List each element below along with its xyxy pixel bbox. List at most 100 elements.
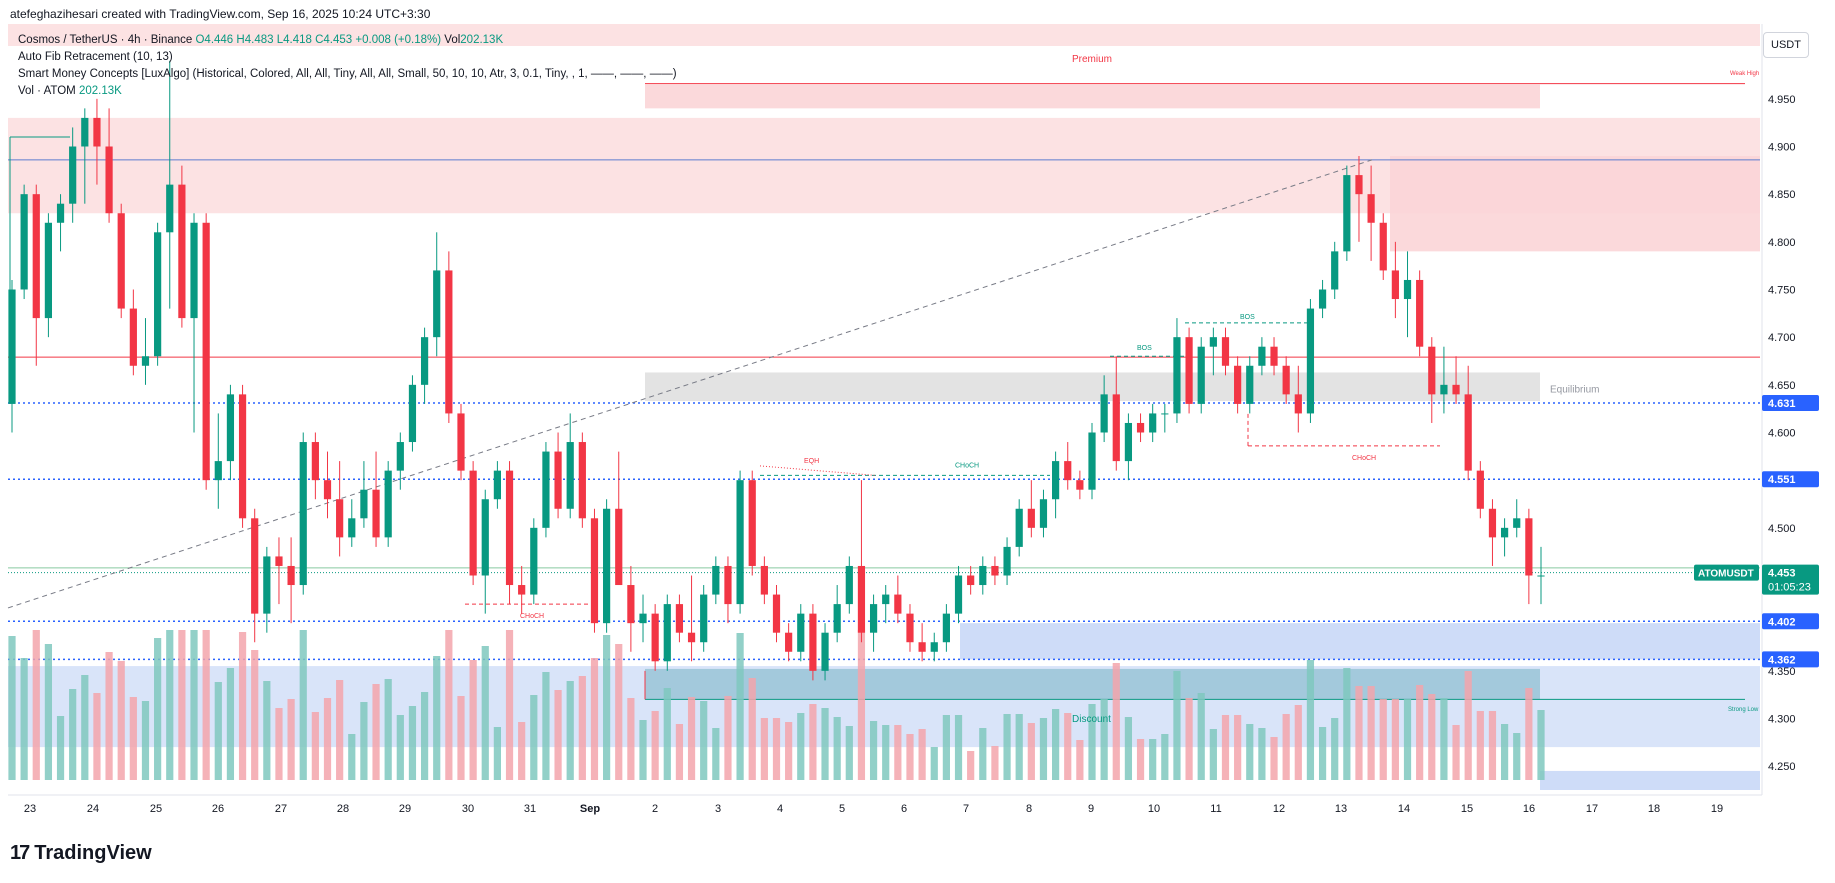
x-tick-8: 31 [524,803,536,815]
volume-bar-111 [1355,686,1363,780]
candle-body-47 [578,442,586,519]
volume-bar-98 [1197,693,1205,780]
candle-body-19 [238,394,247,519]
volume-bar-31 [384,679,392,780]
indicator-volume[interactable]: Vol · ATOM 202.13K [18,85,122,97]
x-tick-5: 28 [337,803,349,815]
symbol-name[interactable]: Cosmos / TetherUS · 4h · Binance [18,34,193,46]
volume-bar-76 [930,747,938,780]
volume-bar-119 [1452,725,1460,780]
volume-bar-107 [1306,660,1315,780]
candle-body-24 [299,442,307,586]
candle-body-38 [469,470,477,576]
volume-bar-55 [675,724,684,780]
volume-bar-94 [1149,739,1157,780]
y-tick-1: 4.900 [1768,142,1796,154]
strong-low-label: Strong Low [1728,707,1759,713]
candle-body-120 [1464,394,1472,471]
indicator-fib[interactable]: Auto Fib Retracement (10, 13) [18,51,173,63]
premium-zone [8,24,1760,46]
candle-body-89 [1088,432,1096,490]
candle-body-25 [311,442,319,481]
candle-body-30 [372,489,380,538]
volume-bar-66 [809,704,817,780]
choch-label-down: CHoCH [1352,455,1376,462]
volume-bar-2 [32,630,40,780]
x-tick-6: 29 [399,803,411,815]
price-label-2: 4.402 [1768,616,1796,628]
volume-bar-16 [202,630,210,780]
x-tick-25: 17 [1586,803,1598,815]
candle-body-73 [894,594,902,614]
candle-body-53 [651,613,659,662]
candle-body-117 [1428,346,1436,395]
x-tick-27: 19 [1711,803,1723,815]
candle-body-9 [117,213,125,309]
candle-body-4 [56,203,65,223]
candle-body-109 [1331,251,1339,290]
candle-body-49 [603,508,611,624]
volume-indicator-value: 202.13K [78,85,122,97]
volume-bar-82 [1003,714,1011,780]
volume-bar-65 [797,713,805,780]
volume-indicator-label: Vol · ATOM [18,85,76,97]
x-tick-7: 30 [462,803,474,815]
candle-body-108 [1318,289,1327,309]
candle-body-74 [906,613,914,643]
volume-bar-7 [93,693,101,780]
volume-bar-24 [299,630,307,780]
y-tick-12: 4.350 [1768,666,1796,678]
volume-bar-70 [857,630,866,780]
high-value: H4.483 [236,34,274,46]
volume-bar-96 [1173,671,1181,780]
volume-bar-0 [8,636,16,780]
volume-bar-11 [141,701,150,780]
currency-unit-button[interactable]: USDT [1763,32,1809,58]
volume-bar-33 [408,706,417,780]
volume-bar-59 [724,696,732,780]
y-tick-4: 4.750 [1768,285,1796,297]
candle-body-66 [809,613,817,671]
volume-bar-122 [1488,711,1497,780]
candle-body-57 [700,594,708,643]
x-tick-1: 24 [87,803,99,815]
x-tick-4: 27 [275,803,287,815]
volume-bar-19 [238,632,247,780]
candle-body-119 [1452,384,1460,395]
volume-bar-18 [226,668,235,780]
last-price-box [1762,564,1819,595]
volume-bar-3 [44,644,53,780]
volume-bar-83 [1015,714,1023,780]
x-tick-21: 13 [1335,803,1347,815]
candle-body-84 [1027,508,1035,528]
volume-bar-49 [603,635,611,780]
price-label-0: 4.631 [1768,398,1796,410]
candle-body-79 [967,575,975,586]
volume-bar-40 [493,727,501,780]
candle-body-126 [1537,575,1545,577]
candle-body-7 [93,117,101,147]
candle-body-67 [821,632,829,671]
candle-body-85 [1039,499,1048,528]
candle-body-72 [882,594,890,605]
volume-bar-116 [1416,685,1424,780]
y-tick-14: 4.250 [1768,761,1796,773]
candle-body-6 [81,117,89,147]
volume-bar-9 [117,661,125,780]
x-tick-15: 7 [963,803,969,815]
candle-body-40 [493,470,501,500]
y-tick-13: 4.300 [1768,714,1796,726]
x-tick-22: 14 [1398,803,1410,815]
tradingview-logo-icon: 17 [10,842,30,864]
candle-body-77 [942,613,950,643]
volume-bar-38 [469,660,477,780]
eqh-line [759,465,876,476]
candle-body-41 [505,470,514,586]
volume-bar-4 [56,716,65,780]
candle-body-118 [1440,384,1448,395]
x-tick-9: Sep [580,803,600,815]
candle-body-35 [433,270,441,338]
indicator-smc[interactable]: Smart Money Concepts [LuxAlgo] (Historic… [18,68,677,80]
symbol-legend: Cosmos / TetherUS · 4h · Binance O4.446 … [18,34,503,46]
